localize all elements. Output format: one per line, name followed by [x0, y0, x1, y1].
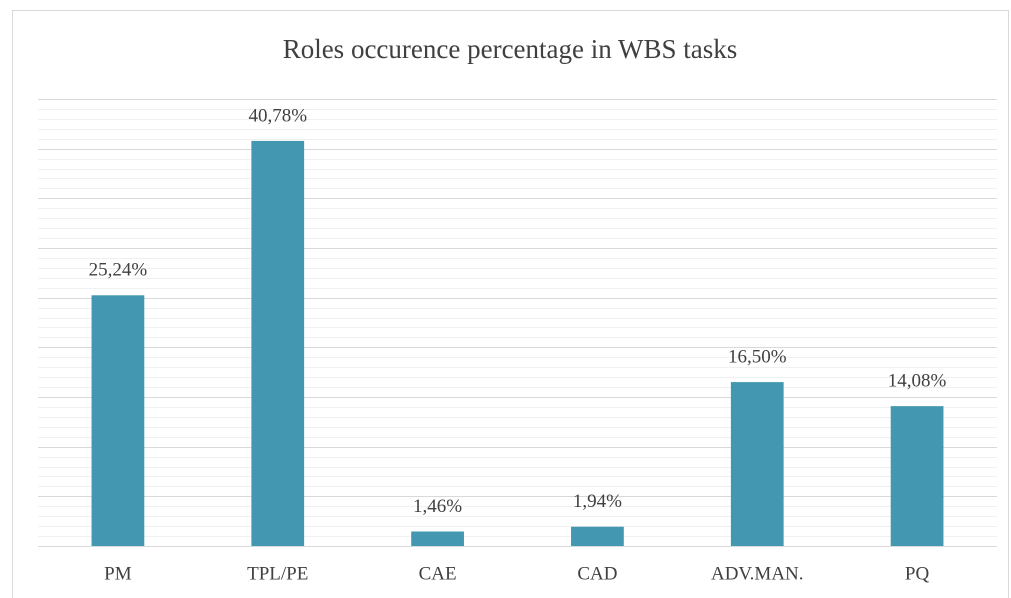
- bar: [571, 526, 624, 546]
- data-label: 1,94%: [573, 491, 622, 512]
- chart-border: [12, 10, 1009, 598]
- data-label: 16,50%: [728, 346, 787, 367]
- bar: [890, 406, 944, 546]
- x-tick-label: CAD: [577, 563, 617, 584]
- data-label: 25,24%: [89, 260, 148, 281]
- x-tick-label: PQ: [905, 563, 930, 584]
- data-label: 40,78%: [248, 105, 307, 126]
- bar: [251, 140, 305, 546]
- bar: [91, 295, 145, 546]
- x-tick-label: TPL/PE: [247, 563, 308, 584]
- x-tick-label: CAE: [419, 563, 457, 584]
- x-tick-label: PM: [104, 563, 132, 584]
- chart-title: Roles occurence percentage in WBS tasks: [283, 34, 738, 64]
- data-label: 1,46%: [413, 496, 462, 517]
- bar: [411, 531, 464, 546]
- x-tick-label: ADV.MAN.: [711, 563, 804, 584]
- data-label: 14,08%: [888, 370, 947, 391]
- bar: [730, 382, 784, 546]
